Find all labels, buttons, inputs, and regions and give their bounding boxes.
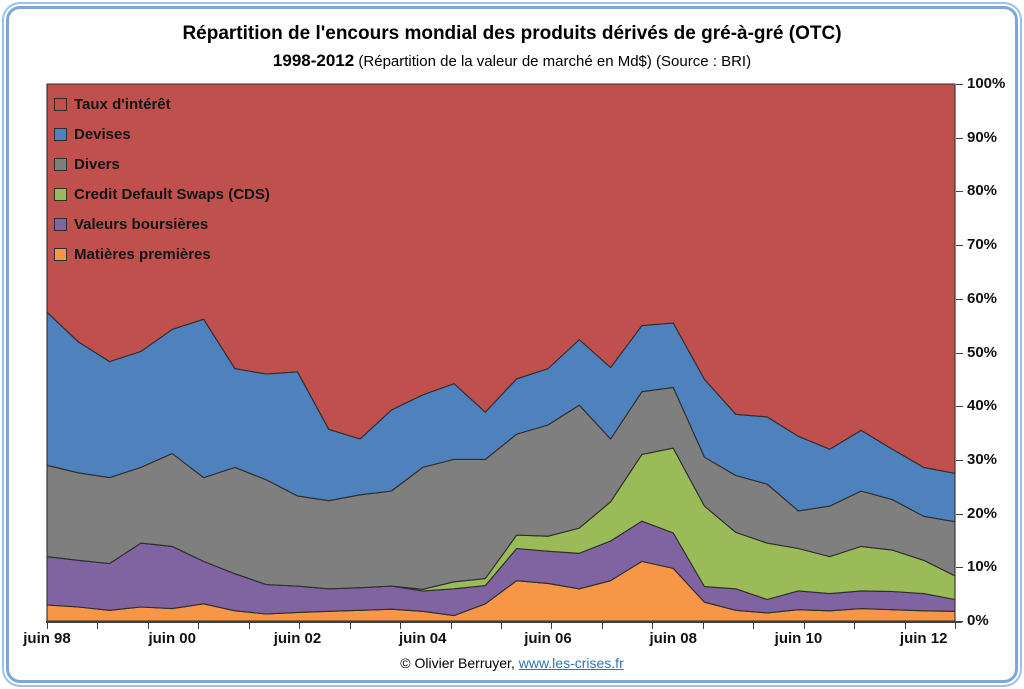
x-tick: [904, 623, 906, 629]
stacked-area-chart: [46, 83, 956, 622]
x-tick-label: juin 04: [398, 630, 447, 647]
legend-swatch-icon: [54, 127, 67, 141]
y-tick: [956, 84, 963, 85]
chart-subtitle: 1998-2012 (Répartition de la valeur de m…: [9, 51, 1015, 71]
legend-item: Valeurs boursières: [54, 209, 270, 239]
subtitle-years: 1998-2012: [272, 51, 355, 70]
x-tick: [803, 623, 805, 629]
chart-title: Répartition de l'encours mondial des pro…: [182, 23, 842, 44]
y-tick: [956, 137, 963, 139]
area-series-6: [46, 83, 956, 474]
y-tick: [956, 459, 963, 461]
legend-label: Divers: [74, 155, 120, 173]
y-tick-label: 10%: [967, 558, 998, 576]
x-tick: [349, 623, 351, 629]
y-tick-label: 90%: [967, 128, 998, 146]
legend-swatch-icon: [54, 97, 67, 111]
y-tick-label: 0%: [967, 612, 989, 629]
subtitle-note: (Répartition de la valeur de marché en M…: [354, 53, 752, 70]
y-tick-label: 80%: [967, 182, 998, 200]
x-tick: [702, 623, 704, 629]
x-tick: [753, 623, 755, 629]
x-tick: [400, 623, 402, 629]
x-tick: [147, 623, 149, 629]
legend-swatch-icon: [54, 157, 67, 171]
x-tick: [450, 623, 452, 629]
legend-label: Devises: [74, 125, 131, 143]
x-tick-label: juin 12: [899, 630, 948, 647]
x-tick-label: juin 00: [148, 630, 196, 647]
legend-label: Credit Default Swaps (CDS): [74, 185, 270, 203]
legend-swatch-icon: [54, 217, 67, 231]
footer-credit: © Olivier Berruyer, www.les-crises.fr: [9, 655, 1015, 671]
y-tick-label: 100%: [967, 75, 1006, 92]
x-tick-label: juin 08: [649, 630, 697, 647]
x-tick: [47, 623, 48, 629]
legend-item: Matières premières: [54, 239, 270, 269]
x-tick: [551, 623, 553, 629]
plot-area: [46, 83, 956, 622]
x-tick-label: juin 06: [524, 630, 572, 647]
y-tick-label: 60%: [967, 289, 998, 307]
y-tick-label: 50%: [967, 343, 998, 361]
y-tick: [956, 406, 963, 408]
y-tick: [956, 245, 963, 247]
legend-item: Divers: [54, 149, 270, 179]
x-tick: [854, 623, 856, 629]
x-tick: [652, 623, 654, 629]
y-tick: [956, 352, 963, 354]
y-tick: [956, 191, 963, 193]
y-tick: [956, 298, 963, 300]
chart-frame: Répartition de l'encours mondial des pro…: [6, 6, 1018, 683]
les-crises-link[interactable]: www.les-crises.fr: [518, 655, 624, 671]
x-axis-line: [46, 621, 962, 623]
copyright-text: © Olivier Berruyer,: [400, 655, 519, 671]
y-tick: [956, 513, 963, 515]
y-tick-label: 20%: [967, 504, 998, 522]
x-tick-label: juin 98: [23, 630, 71, 647]
x-tick-label: juin 10: [774, 630, 823, 647]
legend-item: Taux d'intérêt: [54, 89, 270, 119]
x-tick-label: juin 02: [273, 630, 322, 647]
x-tick: [955, 623, 956, 629]
chart-legend: Taux d'intérêt Devises Divers Credit Defaul…: [54, 89, 270, 269]
x-tick: [198, 623, 200, 629]
legend-item: Credit Default Swaps (CDS): [54, 179, 270, 209]
legend-label: Valeurs boursières: [74, 215, 209, 233]
x-tick: [248, 623, 250, 629]
y-tick: [956, 567, 963, 569]
legend-item: Devises: [54, 119, 270, 149]
x-tick: [501, 623, 502, 629]
legend-label: Taux d'intérêt: [74, 95, 171, 113]
legend-swatch-icon: [54, 247, 67, 261]
y-tick-label: 40%: [967, 397, 998, 415]
x-tick: [97, 623, 99, 629]
y-tick: [956, 621, 963, 622]
y-tick-label: 70%: [967, 236, 998, 254]
x-tick: [299, 623, 301, 629]
y-tick-label: 30%: [967, 450, 998, 468]
legend-label: Matières premières: [74, 245, 211, 263]
legend-swatch-icon: [54, 187, 67, 201]
x-tick: [601, 623, 603, 629]
